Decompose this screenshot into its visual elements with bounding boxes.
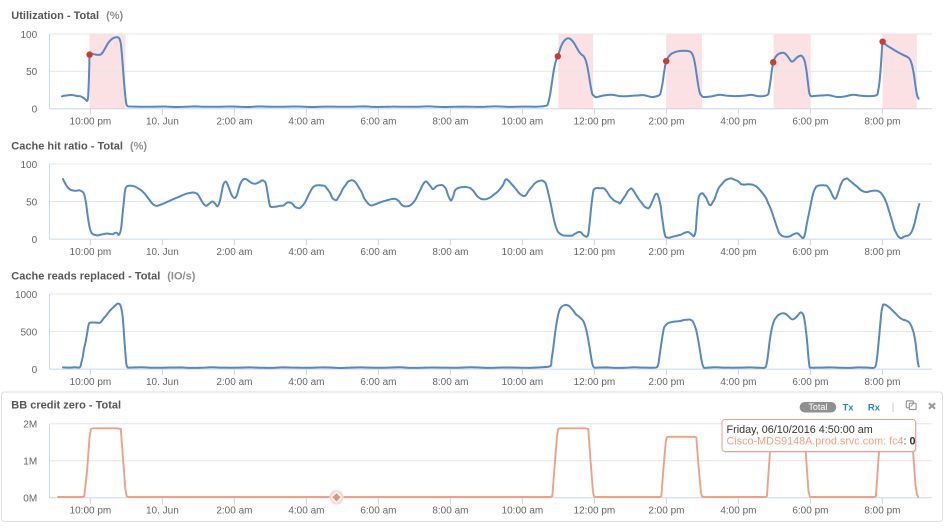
svg-text:12:00 pm: 12:00 pm — [574, 506, 616, 517]
svg-text:8:00 pm: 8:00 pm — [864, 247, 900, 258]
svg-text:4:00 am: 4:00 am — [288, 506, 324, 517]
svg-text:10:00 pm: 10:00 pm — [70, 506, 112, 517]
svg-text:Friday, 06/10/2016 4:50:00 am: Friday, 06/10/2016 4:50:00 am — [727, 424, 873, 436]
svg-text:2:00 pm: 2:00 pm — [648, 247, 684, 258]
svg-text:Utilization - Total(%): Utilization - Total (%) — [11, 10, 123, 22]
svg-text:1000: 1000 — [15, 290, 38, 301]
svg-text:6:00 am: 6:00 am — [360, 377, 396, 388]
svg-text:8:00 pm: 8:00 pm — [864, 117, 900, 128]
svg-text:0: 0 — [32, 235, 38, 246]
svg-text:6:00 am: 6:00 am — [360, 247, 396, 258]
svg-text:2:00 pm: 2:00 pm — [648, 506, 684, 517]
svg-text:2:00 am: 2:00 am — [216, 506, 252, 517]
svg-text:4:00 am: 4:00 am — [288, 247, 324, 258]
svg-text:BB credit zero - Total: BB credit zero - Total — [11, 400, 121, 412]
svg-text:0: 0 — [32, 105, 38, 116]
svg-text:0: 0 — [32, 365, 38, 376]
svg-text:Cisco-MDS9148A.prod.srvc.com:: Cisco-MDS9148A.prod.srvc.com: fc4: 0 — [727, 436, 916, 448]
svg-text:0M: 0M — [23, 494, 37, 505]
svg-text:6:00 pm: 6:00 pm — [792, 506, 828, 517]
svg-text:4:00 pm: 4:00 pm — [720, 506, 756, 517]
svg-text:10. Jun: 10. Jun — [146, 377, 179, 388]
svg-text:2:00 pm: 2:00 pm — [648, 117, 684, 128]
svg-text:4:00 am: 4:00 am — [288, 117, 324, 128]
svg-text:2:00 am: 2:00 am — [216, 247, 252, 258]
svg-text:10:00 am: 10:00 am — [502, 117, 544, 128]
svg-text:4:00 pm: 4:00 pm — [720, 117, 756, 128]
svg-text:8:00 am: 8:00 am — [432, 506, 468, 517]
svg-text:12:00 pm: 12:00 pm — [574, 377, 616, 388]
svg-text:10. Jun: 10. Jun — [146, 506, 179, 517]
svg-text:2:00 pm: 2:00 pm — [648, 377, 684, 388]
svg-text:4:00 pm: 4:00 pm — [720, 247, 756, 258]
svg-text:12:00 pm: 12:00 pm — [574, 247, 616, 258]
svg-text:10. Jun: 10. Jun — [146, 117, 179, 128]
svg-text:6:00 am: 6:00 am — [360, 506, 396, 517]
svg-text:Total: Total — [808, 402, 827, 412]
svg-text:50: 50 — [26, 197, 38, 208]
svg-text:8:00 am: 8:00 am — [432, 247, 468, 258]
svg-text:10:00 am: 10:00 am — [502, 247, 544, 258]
svg-text:50: 50 — [26, 67, 38, 78]
svg-text:1M: 1M — [23, 457, 37, 468]
svg-text:500: 500 — [21, 327, 38, 338]
svg-text:10:00 pm: 10:00 pm — [70, 377, 112, 388]
svg-text:2:00 am: 2:00 am — [216, 117, 252, 128]
svg-text:12:00 pm: 12:00 pm — [574, 117, 616, 128]
svg-text:6:00 pm: 6:00 pm — [792, 377, 828, 388]
svg-text:Cache reads replaced - Total(I: Cache reads replaced - Total (IO/s) — [11, 271, 195, 283]
svg-text:4:00 am: 4:00 am — [288, 377, 324, 388]
svg-text:6:00 pm: 6:00 pm — [792, 117, 828, 128]
svg-text:10:00 am: 10:00 am — [502, 377, 544, 388]
svg-text:10. Jun: 10. Jun — [146, 247, 179, 258]
svg-text:6:00 am: 6:00 am — [360, 117, 396, 128]
svg-text:Rx: Rx — [868, 403, 881, 414]
svg-text:2M: 2M — [23, 420, 37, 431]
svg-text:8:00 pm: 8:00 pm — [864, 377, 900, 388]
svg-text:6:00 pm: 6:00 pm — [792, 247, 828, 258]
svg-text:2:00 am: 2:00 am — [216, 377, 252, 388]
svg-text:8:00 am: 8:00 am — [432, 377, 468, 388]
svg-text:8:00 pm: 8:00 pm — [864, 506, 900, 517]
svg-text:10:00 pm: 10:00 pm — [70, 247, 112, 258]
svg-text:Tx: Tx — [842, 403, 854, 414]
svg-text:8:00 am: 8:00 am — [432, 117, 468, 128]
svg-text:Cache hit ratio - Total(%): Cache hit ratio - Total (%) — [11, 140, 147, 152]
svg-text:4:00 pm: 4:00 pm — [720, 377, 756, 388]
svg-text:100: 100 — [21, 30, 38, 41]
svg-text:100: 100 — [21, 160, 38, 171]
svg-text:10:00 pm: 10:00 pm — [70, 117, 112, 128]
svg-text:10:00 am: 10:00 am — [502, 506, 544, 517]
